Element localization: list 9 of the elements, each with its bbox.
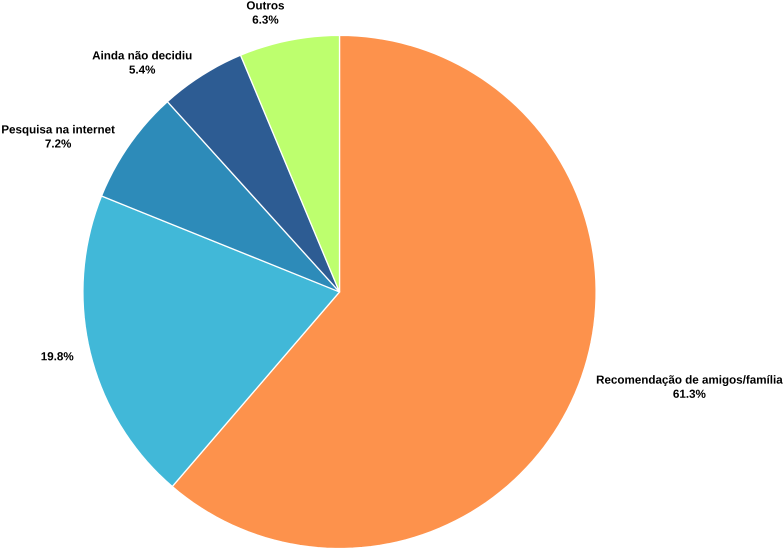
slice-label: Recomendação de amigos/família	[596, 374, 783, 386]
slice-label: Pesquisa na internet	[2, 124, 115, 136]
data-label: 6.3%	[252, 15, 278, 24]
slice-label: Outros	[246, 1, 284, 10]
data-label: 5.4%	[129, 65, 156, 74]
data-label: 19.8%	[41, 352, 74, 360]
slice-label: Ainda não decidiu	[92, 50, 192, 60]
data-label: 7.2%	[45, 139, 72, 148]
data-label: 61.3%	[673, 390, 706, 398]
